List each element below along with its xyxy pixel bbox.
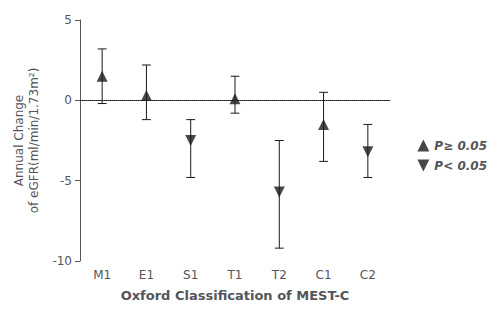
svg-text:5: 5 <box>64 13 72 27</box>
svg-text:-10: -10 <box>52 254 72 268</box>
svg-text:E1: E1 <box>139 268 154 282</box>
svg-text:T1: T1 <box>227 268 243 282</box>
svg-text:C1: C1 <box>316 268 332 282</box>
svg-text:S1: S1 <box>183 268 198 282</box>
svg-text:0: 0 <box>64 93 72 107</box>
svg-text:-5: -5 <box>60 174 72 188</box>
svg-text:C2: C2 <box>360 268 376 282</box>
svg-text:Annual Change: Annual Change <box>12 95 26 186</box>
svg-text:of eGFR(ml/min/1.73m²): of eGFR(ml/min/1.73m²) <box>27 68 41 214</box>
svg-text:P≥ 0.05: P≥ 0.05 <box>434 139 487 153</box>
svg-text:P< 0.05: P< 0.05 <box>434 159 487 173</box>
svg-text:Oxford Classification of MEST-: Oxford Classification of MEST-C <box>121 288 350 303</box>
svg-text:T2: T2 <box>271 268 287 282</box>
svg-text:M1: M1 <box>93 268 111 282</box>
